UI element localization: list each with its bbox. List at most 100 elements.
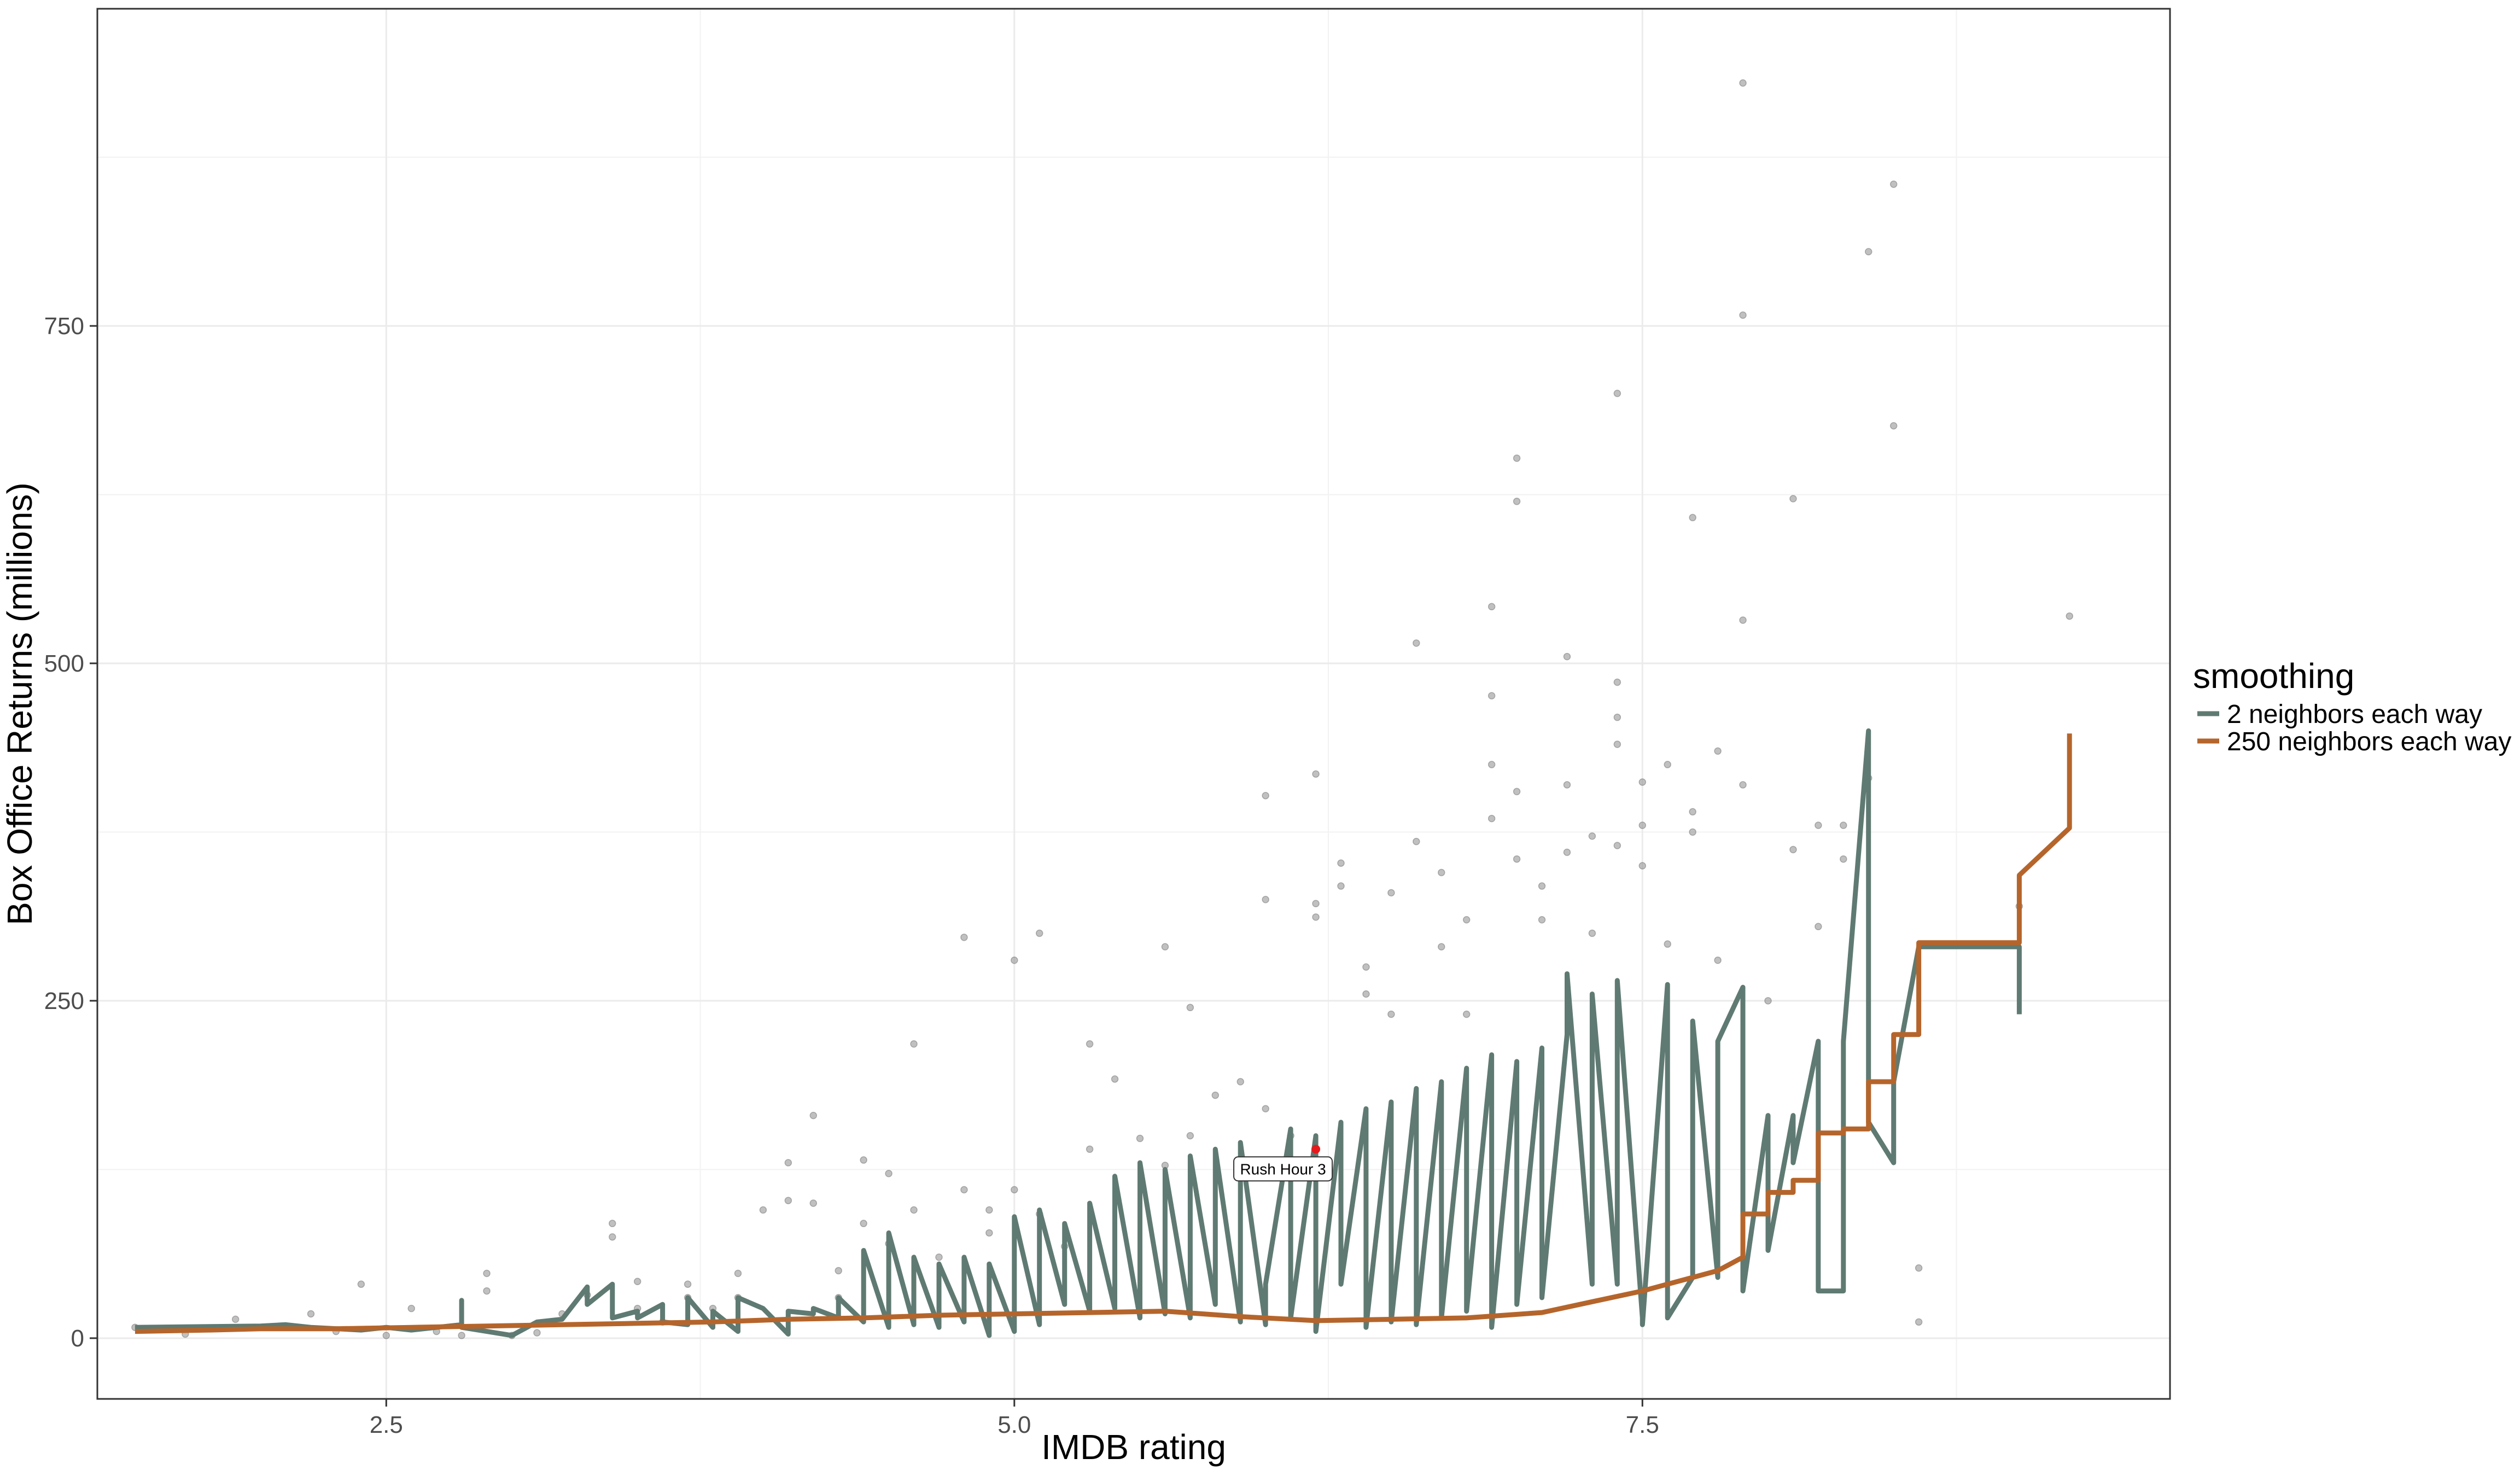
scatter-point xyxy=(1462,916,1471,924)
scatter-point xyxy=(483,1269,491,1278)
y-axis: 0 250 500 750 xyxy=(44,313,97,1352)
scatter-point xyxy=(1689,514,1696,522)
scatter-point xyxy=(1513,855,1521,863)
scatter-point xyxy=(1035,929,1043,937)
scatter-point xyxy=(1764,997,1772,1005)
scatter-point xyxy=(1488,761,1496,768)
scatter-point xyxy=(1136,1134,1144,1142)
scatter-point xyxy=(1488,815,1496,822)
scatter-point xyxy=(1889,180,1898,188)
scatter-point xyxy=(1538,882,1546,890)
scatter-point xyxy=(860,1220,867,1227)
scatter-point xyxy=(1362,963,1370,971)
scatter-point xyxy=(1840,821,1847,829)
scatter-points xyxy=(131,79,2073,1339)
scatter-point xyxy=(1664,761,1671,768)
scatter-point xyxy=(684,1280,692,1288)
scatter-point xyxy=(1312,770,1320,778)
scatter-point xyxy=(1739,781,1747,789)
legend-title: smoothing xyxy=(2193,656,2354,696)
x-tick-label: 2.5 xyxy=(370,1411,403,1438)
scatter-point xyxy=(885,1170,892,1177)
annotation: Rush Hour 3 xyxy=(1233,1145,1333,1182)
scatter-point xyxy=(1262,1105,1269,1113)
scatter-point xyxy=(1236,1078,1244,1086)
x-axis: 2.5 5.0 7.5 xyxy=(370,1399,1659,1438)
scatter-point xyxy=(357,1280,365,1288)
scatter-point xyxy=(1312,900,1320,908)
highlight-point xyxy=(1311,1145,1321,1154)
scatter-point xyxy=(1362,990,1370,998)
scatter-point xyxy=(1513,454,1521,462)
y-tick-label: 0 xyxy=(71,1325,84,1352)
scatter-point xyxy=(1337,859,1345,867)
scatter-point xyxy=(1563,781,1571,789)
scatter-point xyxy=(609,1233,616,1241)
scatter-point xyxy=(1086,1145,1094,1153)
scatter-point xyxy=(1563,652,1571,661)
x-axis-title: IMDB rating xyxy=(1041,1427,1226,1467)
scatter-point xyxy=(1111,1075,1119,1083)
scatter-point xyxy=(1011,956,1018,964)
legend-label-1: 2 neighbors each way xyxy=(2227,700,2482,729)
scatter-point xyxy=(609,1220,616,1227)
scatter-point xyxy=(1714,956,1722,964)
scatter-point xyxy=(960,1186,968,1194)
y-tick-label: 750 xyxy=(44,313,84,340)
scatter-point xyxy=(407,1304,415,1312)
x-tick-label: 7.5 xyxy=(1626,1411,1659,1438)
highlight-label: Rush Hour 3 xyxy=(1240,1160,1326,1177)
scatter-point xyxy=(1438,868,1445,877)
scatter-point xyxy=(1613,842,1621,849)
scatter-point xyxy=(759,1206,767,1214)
scatter-point xyxy=(1714,747,1722,755)
scatter-point xyxy=(1262,792,1269,800)
scatter-point xyxy=(231,1315,240,1323)
scatter-point xyxy=(1638,778,1647,786)
scatter-point xyxy=(835,1267,842,1275)
y-axis-title: Box Office Returns (millions) xyxy=(0,482,39,925)
scatter-point xyxy=(1387,1010,1395,1018)
y-tick-label: 500 xyxy=(44,650,84,677)
scatter-point xyxy=(1789,845,1797,854)
scatter-point xyxy=(1638,862,1647,870)
scatter-point xyxy=(1588,832,1596,840)
scatter-point xyxy=(1915,1318,1923,1326)
legend-label-2: 250 neighbors each way xyxy=(2227,727,2511,756)
grid-major xyxy=(97,9,2170,1399)
scatter-point xyxy=(483,1287,491,1295)
scatter-point xyxy=(784,1159,792,1166)
scatter-point xyxy=(1488,692,1496,699)
x-tick-label: 5.0 xyxy=(998,1411,1031,1438)
scatter-point xyxy=(458,1332,465,1339)
scatter-point xyxy=(1889,422,1898,430)
scatter-point xyxy=(1337,882,1345,890)
scatter-point xyxy=(1413,837,1420,845)
scatter-point xyxy=(382,1332,390,1339)
scatter-point xyxy=(1086,1040,1094,1048)
scatter-point xyxy=(633,1278,641,1286)
scatter-point xyxy=(1563,848,1571,856)
scatter-point xyxy=(1689,808,1696,816)
series-line-1 xyxy=(135,728,2022,1338)
scatter-point xyxy=(960,934,968,941)
scatter-point xyxy=(307,1310,315,1318)
scatter-point xyxy=(1689,828,1696,836)
scatter-point xyxy=(533,1329,541,1337)
scatter-point xyxy=(1815,821,1822,829)
scatter-point xyxy=(734,1269,742,1278)
scatter-point xyxy=(1613,389,1621,398)
scatter-point xyxy=(985,1229,993,1237)
scatter-point xyxy=(1739,616,1747,624)
scatter-point xyxy=(1211,1091,1220,1099)
scatter-point xyxy=(784,1197,792,1204)
scatter-point xyxy=(1438,943,1445,950)
scatter-point xyxy=(1312,913,1320,921)
highlight-label-box xyxy=(1233,1156,1333,1182)
scatter-point xyxy=(1613,678,1621,686)
scatter-point xyxy=(1513,498,1521,505)
scatter-point xyxy=(1613,713,1621,721)
scatter-point xyxy=(1664,940,1671,948)
